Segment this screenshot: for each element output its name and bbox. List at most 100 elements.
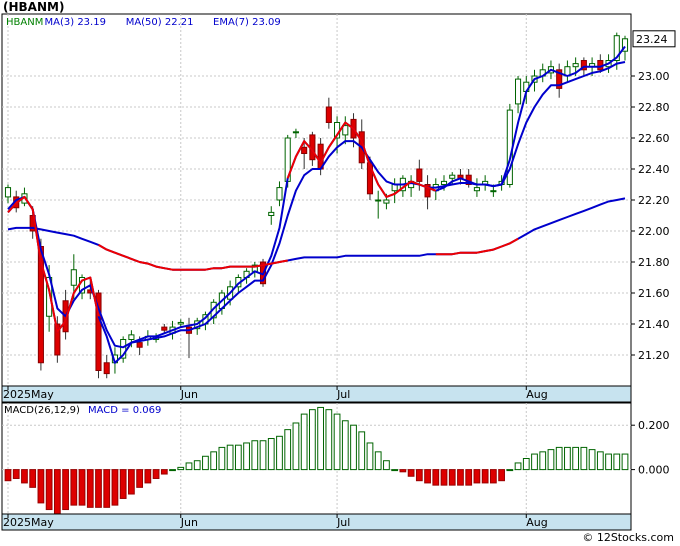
candle-up <box>276 187 283 201</box>
candle-up <box>128 334 135 341</box>
candle-down <box>95 292 102 371</box>
candle-down <box>580 60 587 71</box>
macd-bar-positive <box>185 462 193 471</box>
macd-bar-positive <box>317 406 324 471</box>
price-xaxis-band <box>1 385 632 403</box>
macd-bar-positive <box>169 469 176 472</box>
macd-xaxis-label: 2025May <box>3 516 54 529</box>
macd-bar-negative <box>481 469 489 484</box>
candle-down <box>556 69 563 89</box>
macd-bar-positive <box>243 442 250 471</box>
macd-bar-negative <box>128 469 135 495</box>
candle-up <box>4 187 12 198</box>
macd-bar-positive <box>522 458 530 471</box>
macd-bar-negative <box>62 469 69 511</box>
macd-bar-positive <box>292 422 300 471</box>
macd-bar-negative <box>4 469 12 482</box>
price-tick-label: 21.40 <box>638 318 670 331</box>
macd-bar-negative <box>399 469 407 473</box>
ema7-line <box>7 61 626 349</box>
macd-bar-positive <box>218 446 226 471</box>
macd-bar-negative <box>407 469 415 477</box>
price-tick-label: 22.60 <box>638 132 670 145</box>
macd-bar-positive <box>358 431 366 471</box>
macd-bar-negative <box>53 469 61 515</box>
macd-bar-negative <box>144 469 152 484</box>
macd-bar-negative <box>29 469 37 488</box>
last-price-label: 23.24 <box>636 33 668 46</box>
macd-bar-negative <box>160 469 168 475</box>
candle-down <box>325 106 332 123</box>
macd-value-label: MACD = 0.069 <box>88 405 161 416</box>
macd-bar-negative <box>12 469 20 479</box>
macd-bar-positive <box>555 446 563 471</box>
macd-bar-negative <box>448 469 456 486</box>
macd-bar-negative <box>111 469 119 506</box>
macd-bar-positive <box>605 453 612 471</box>
macd-bar-positive <box>309 409 316 471</box>
candle-up <box>177 321 184 325</box>
macd-bar-negative <box>489 469 497 484</box>
macd-bar-negative <box>86 469 94 508</box>
macd-bar-positive <box>259 440 267 471</box>
macd-bar-positive <box>341 420 349 471</box>
macd-tick-label: 0.200 <box>638 419 670 432</box>
macd-bar-positive <box>506 469 514 472</box>
macd-bar-positive <box>210 451 218 471</box>
macd-bar-positive <box>234 444 242 471</box>
candle-down <box>161 326 168 331</box>
legend-entry: MA(50) 22.21 <box>126 17 194 28</box>
ma-red-segment <box>98 244 288 271</box>
macd-xaxis-band <box>1 513 632 531</box>
price-tick-label: 23.00 <box>638 70 670 83</box>
price-tick-label: 21.20 <box>638 349 670 362</box>
macd-bar-negative <box>78 469 86 506</box>
ma-red-segment <box>7 195 100 333</box>
macd-bar-positive <box>374 451 382 471</box>
price-tick-label: 22.40 <box>638 163 670 176</box>
price-tick-label: 21.80 <box>638 256 670 269</box>
macd-bar-positive <box>580 446 588 471</box>
macd-title: MACD(26,12,9) <box>4 405 80 416</box>
price-xaxis-label: 2025May <box>3 388 54 401</box>
macd-bar-positive <box>276 435 283 471</box>
macd-bar-positive <box>333 413 341 471</box>
macd-bar-positive <box>177 466 185 471</box>
candle-up <box>70 269 77 286</box>
candle-down <box>424 184 431 198</box>
macd-panel: 0.200 0.000 MACD(26,12,9) MACD = 0.069 2025M… <box>1 402 670 531</box>
ma-red-segment <box>435 237 519 256</box>
macd-bar-positive <box>547 449 555 471</box>
legend-entry: EMA(7) 23.09 <box>213 17 281 28</box>
candle-up <box>613 35 620 61</box>
macd-bar-positive <box>564 446 571 471</box>
macd-bar-negative <box>103 469 111 508</box>
macd-bar-negative <box>465 469 473 486</box>
candle-up <box>572 63 579 68</box>
macd-bar-negative <box>415 469 423 482</box>
candle-up <box>375 199 382 202</box>
macd-bar-negative <box>424 469 431 484</box>
macd-bar-negative <box>95 469 102 508</box>
macd-bar-positive <box>251 440 259 471</box>
ma-red-segment <box>286 121 437 198</box>
legend-entry: HBANM <box>6 17 43 28</box>
macd-bar-negative <box>432 469 440 486</box>
price-panel: 21.20 21.40 21.60 21.80 22.00 22.20 22.40 22.60… <box>1 13 676 403</box>
price-tick-label: 22.20 <box>638 194 670 207</box>
macd-bar-positive <box>613 453 621 471</box>
price-xaxis-label: Jul <box>336 388 350 401</box>
macd-bar-positive <box>300 413 308 471</box>
macd-bar-negative <box>21 469 28 484</box>
macd-bar-positive <box>350 424 357 471</box>
last-price-box <box>632 30 676 48</box>
macd-bar-positive <box>202 455 209 471</box>
macd-bar-positive <box>514 462 522 471</box>
macd-bar-positive <box>596 451 604 471</box>
macd-bar-positive <box>391 469 399 472</box>
macd-bar-negative <box>119 469 127 499</box>
legend-entry: MA(3) 23.19 <box>45 17 106 28</box>
ticker-title: (HBANM) <box>3 0 65 14</box>
macd-bar-negative <box>440 469 448 486</box>
macd-bar-positive <box>325 409 333 471</box>
